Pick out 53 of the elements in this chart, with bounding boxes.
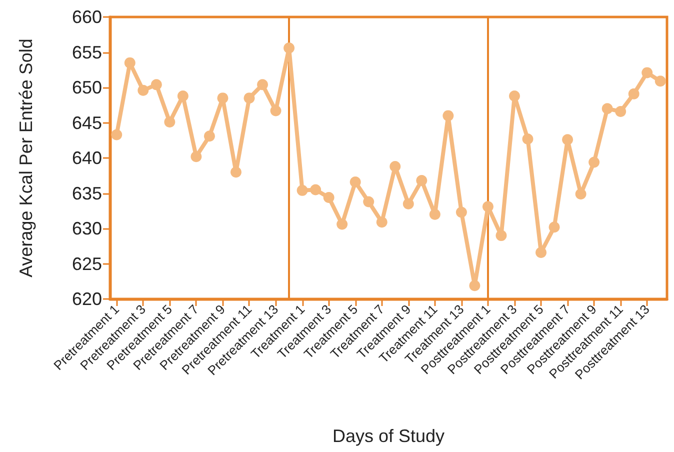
point	[363, 196, 374, 208]
point	[310, 184, 322, 196]
point	[469, 280, 480, 292]
point	[177, 90, 188, 102]
point	[270, 105, 282, 116]
y-tick-label: 625	[72, 254, 102, 274]
point	[602, 103, 613, 114]
point	[376, 216, 388, 228]
point	[124, 57, 136, 68]
point	[575, 188, 586, 200]
point	[496, 230, 507, 242]
point	[429, 208, 440, 220]
point	[350, 176, 361, 188]
point	[536, 246, 547, 258]
point	[654, 76, 666, 87]
point	[642, 67, 653, 78]
y-tick-label: 630	[72, 218, 102, 238]
point	[204, 130, 215, 142]
point	[230, 166, 242, 178]
point	[217, 92, 228, 104]
point	[336, 218, 348, 230]
point	[190, 151, 202, 162]
y-tick-label: 640	[72, 148, 102, 168]
x-axis-title: Days of Study	[332, 426, 445, 446]
point	[244, 92, 255, 104]
y-tick-label: 635	[72, 183, 102, 204]
y-tick-label: 650	[72, 78, 102, 98]
point	[111, 129, 122, 140]
point	[416, 175, 428, 186]
point	[257, 79, 268, 90]
point	[164, 116, 176, 128]
point	[390, 160, 401, 172]
y-tick-label: 660	[72, 7, 102, 27]
y-tick-label: 655	[72, 42, 102, 62]
y-tick-label: 645	[72, 112, 102, 133]
point	[150, 79, 162, 90]
point	[562, 134, 574, 146]
point	[402, 198, 414, 210]
point	[548, 222, 560, 233]
point	[482, 201, 494, 212]
point	[509, 90, 520, 102]
point	[628, 88, 640, 100]
point	[442, 110, 454, 122]
y-tick-label: 620	[72, 289, 102, 309]
point	[284, 42, 295, 54]
point	[323, 192, 334, 203]
point	[456, 206, 467, 218]
point	[588, 156, 600, 168]
point	[522, 133, 534, 144]
point	[138, 84, 149, 96]
y-axis-title: Average Kcal Per Entrée Sold	[16, 38, 36, 278]
point	[296, 184, 308, 196]
point	[615, 106, 626, 117]
